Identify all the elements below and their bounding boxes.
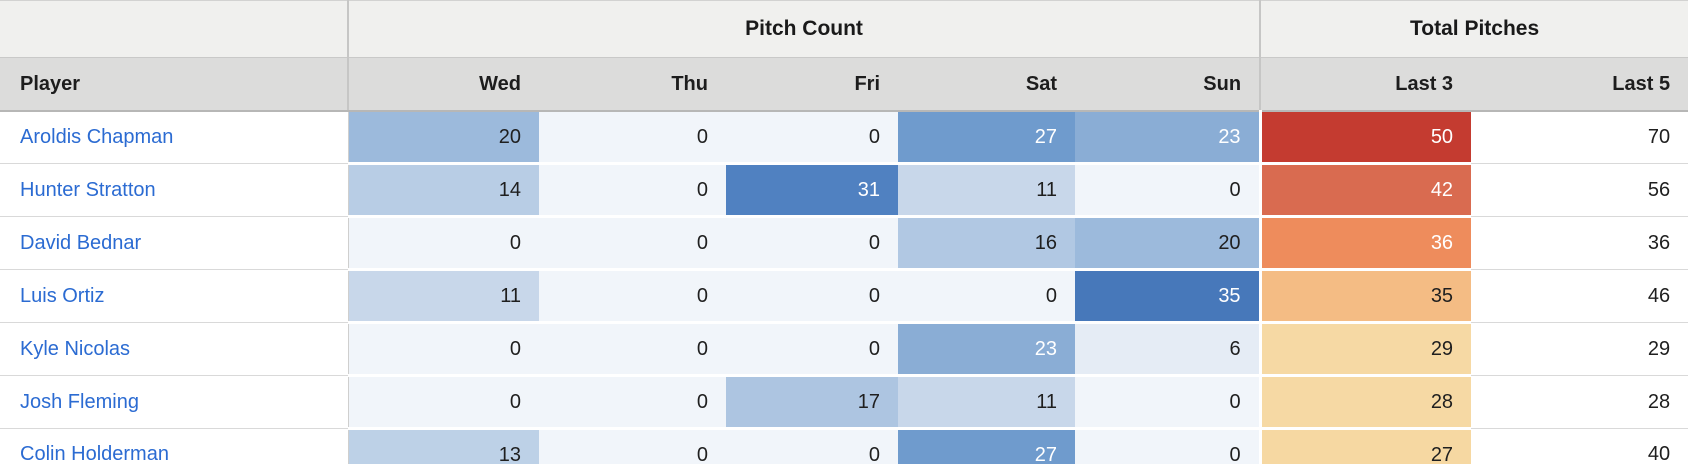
cell-fri: 0	[726, 269, 898, 324]
cell-sun: 0	[1075, 375, 1262, 430]
cell-fri: 0	[726, 216, 898, 271]
cell-sat: 23	[898, 322, 1075, 377]
table-row: Aroldis Chapman 20 0 0 27 23 50 70	[0, 111, 1688, 165]
cell-sun: 0	[1075, 163, 1262, 218]
cell-thu: 0	[539, 111, 726, 165]
cell-thu: 0	[539, 428, 726, 464]
cell-sat: 27	[898, 428, 1075, 464]
player-cell: David Bednar	[0, 216, 349, 270]
player-cell: Luis Ortiz	[0, 269, 349, 323]
cell-wed: 11	[348, 269, 539, 324]
cell-last-5: 56	[1471, 163, 1688, 217]
player-link[interactable]: Colin Holderman	[20, 443, 169, 464]
group-header-pitch-count: Pitch Count	[346, 0, 1261, 58]
cell-sat: 16	[898, 216, 1075, 271]
cell-sat: 27	[898, 111, 1075, 165]
player-cell: Aroldis Chapman	[0, 111, 349, 164]
cell-last-3: 50	[1260, 111, 1472, 165]
cell-last-5: 46	[1471, 269, 1688, 323]
column-header-last-5: Last 5	[1471, 57, 1688, 112]
cell-thu: 0	[539, 322, 726, 377]
cell-sat: 0	[898, 269, 1075, 324]
column-header-thu: Thu	[539, 57, 726, 112]
cell-sun: 35	[1075, 269, 1262, 324]
table-row: Colin Holderman 13 0 0 27 0 27 40	[0, 428, 1688, 464]
cell-fri: 0	[726, 111, 898, 165]
cell-sun: 23	[1075, 111, 1262, 165]
table-row: David Bednar 0 0 0 16 20 36 36	[0, 216, 1688, 271]
cell-last-5: 70	[1471, 111, 1688, 164]
cell-last-3: 35	[1260, 269, 1472, 324]
cell-last-5: 40	[1471, 428, 1688, 464]
cell-sun: 6	[1075, 322, 1262, 377]
cell-last-3: 28	[1260, 375, 1472, 430]
cell-last-5: 29	[1471, 322, 1688, 376]
cell-last-3: 29	[1260, 322, 1472, 377]
cell-sat: 11	[898, 163, 1075, 218]
cell-wed: 14	[348, 163, 539, 218]
column-header-fri: Fri	[726, 57, 898, 112]
cell-fri: 17	[726, 375, 898, 430]
cell-thu: 0	[539, 375, 726, 430]
cell-wed: 13	[348, 428, 539, 464]
cell-last-3: 42	[1260, 163, 1472, 218]
cell-wed: 0	[348, 322, 539, 377]
cell-thu: 0	[539, 216, 726, 271]
column-header-player: Player	[0, 57, 348, 112]
table-row: Josh Fleming 0 0 17 11 0 28 28	[0, 375, 1688, 430]
cell-thu: 0	[539, 163, 726, 218]
cell-last-3: 36	[1260, 216, 1472, 271]
player-link[interactable]: Hunter Stratton	[20, 178, 156, 201]
cell-last-5: 28	[1471, 375, 1688, 429]
cell-fri: 0	[726, 322, 898, 377]
column-header-row: Player Wed Thu Fri Sat Sun Last 3 Last 5	[0, 57, 1688, 112]
cell-sun: 0	[1075, 428, 1262, 464]
column-header-sun: Sun	[1075, 57, 1261, 112]
group-header-total-pitches: Total Pitches	[1259, 0, 1688, 58]
table-row: Hunter Stratton 14 0 31 11 0 42 56	[0, 163, 1688, 218]
player-link[interactable]: Josh Fleming	[20, 390, 139, 413]
column-header-last-3: Last 3	[1259, 57, 1472, 112]
player-link[interactable]: Kyle Nicolas	[20, 337, 131, 360]
player-cell: Kyle Nicolas	[0, 322, 349, 376]
cell-wed: 0	[348, 375, 539, 430]
group-header-row: Pitch Count Total Pitches	[0, 0, 1688, 58]
column-header-sat: Sat	[898, 57, 1075, 112]
table-row: Kyle Nicolas 0 0 0 23 6 29 29	[0, 322, 1688, 377]
table-row: Luis Ortiz 11 0 0 0 35 35 46	[0, 269, 1688, 324]
column-header-wed: Wed	[347, 57, 539, 112]
cell-fri: 31	[726, 163, 898, 218]
player-cell: Josh Fleming	[0, 375, 349, 429]
player-link[interactable]: Aroldis Chapman	[20, 126, 174, 148]
player-link[interactable]: David Bednar	[20, 231, 142, 254]
cell-fri: 0	[726, 428, 898, 464]
group-header-blank	[0, 0, 348, 58]
table-body: Aroldis Chapman 20 0 0 27 23 50 70 Hunter Stratt…	[0, 111, 1688, 464]
player-cell: Hunter Stratton	[0, 163, 349, 217]
cell-sat: 11	[898, 375, 1075, 430]
cell-sun: 20	[1075, 216, 1262, 271]
cell-last-5: 36	[1471, 216, 1688, 270]
cell-wed: 0	[348, 216, 539, 271]
cell-last-3: 27	[1260, 428, 1472, 464]
player-cell: Colin Holderman	[0, 428, 349, 464]
cell-thu: 0	[539, 269, 726, 324]
cell-wed: 20	[348, 111, 539, 165]
player-link[interactable]: Luis Ortiz	[20, 284, 105, 307]
